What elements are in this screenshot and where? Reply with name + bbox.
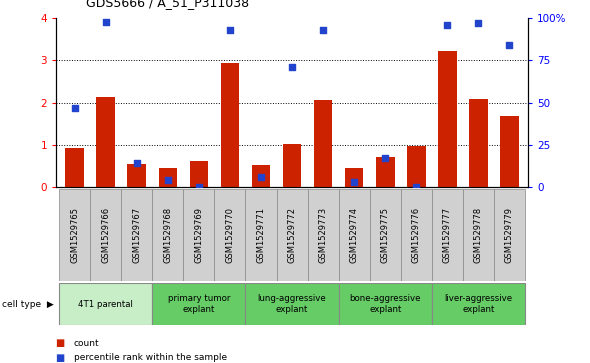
Bar [245,189,277,281]
Bar [189,161,208,187]
Bar [432,189,463,281]
Bar [469,99,488,187]
Bar [283,144,301,187]
Text: GDS5666 / A_51_P311038: GDS5666 / A_51_P311038 [86,0,248,9]
Point [163,177,172,183]
Bar [122,189,152,281]
Text: GSM1529765: GSM1529765 [70,207,79,263]
Bar [438,51,457,187]
Text: 4T1 parental: 4T1 parental [78,299,133,309]
Bar [65,148,84,187]
Bar [494,189,525,281]
Text: GSM1529772: GSM1529772 [287,207,297,263]
Point [101,19,110,24]
Point [442,22,452,28]
Bar [370,189,401,281]
Text: cell type  ▶: cell type ▶ [2,299,54,309]
Text: GSM1529775: GSM1529775 [381,207,390,263]
Text: GSM1529766: GSM1529766 [101,207,110,263]
Bar [401,189,432,281]
Bar [376,156,395,187]
Point [319,27,328,33]
Text: percentile rank within the sample: percentile rank within the sample [74,353,227,362]
Bar [339,283,432,325]
Bar [407,146,425,187]
Text: GSM1529776: GSM1529776 [412,207,421,263]
Bar [252,165,270,187]
Text: GSM1529767: GSM1529767 [132,207,141,263]
Text: GSM1529769: GSM1529769 [194,207,204,263]
Text: ■: ■ [56,338,68,348]
Bar [59,189,90,281]
Point [256,174,266,180]
Point [132,160,142,166]
Text: liver-aggressive
explant: liver-aggressive explant [444,294,513,314]
Bar [339,189,370,281]
Text: GSM1529777: GSM1529777 [443,207,452,263]
Text: GSM1529771: GSM1529771 [257,207,266,263]
Bar [127,164,146,187]
Point [474,20,483,26]
Point [70,105,80,110]
Bar [463,189,494,281]
Text: GSM1529779: GSM1529779 [505,207,514,263]
Bar [214,189,245,281]
Bar [314,99,332,187]
Point [412,184,421,190]
Text: GSM1529774: GSM1529774 [350,207,359,263]
Point [504,42,514,48]
Text: GSM1529773: GSM1529773 [319,207,327,263]
Bar [152,283,245,325]
Point [194,184,204,190]
Text: GSM1529770: GSM1529770 [225,207,234,263]
Bar [159,168,177,187]
Bar [183,189,214,281]
Point [225,27,235,33]
Bar [307,189,339,281]
Point [381,155,390,161]
Text: ■: ■ [56,352,68,363]
Bar [152,189,183,281]
Text: count: count [74,339,99,347]
Bar [96,98,115,187]
Text: GSM1529778: GSM1529778 [474,207,483,263]
Point [287,64,297,70]
Point [349,179,359,185]
Text: lung-aggressive
explant: lung-aggressive explant [258,294,326,314]
Bar [277,189,307,281]
Bar [90,189,122,281]
Bar [221,63,240,187]
Bar [59,283,152,325]
Bar [245,283,339,325]
Text: GSM1529768: GSM1529768 [163,207,172,263]
Text: bone-aggressive
explant: bone-aggressive explant [349,294,421,314]
Bar [432,283,525,325]
Bar [500,117,519,187]
Text: primary tumor
explant: primary tumor explant [168,294,230,314]
Bar [345,168,363,187]
